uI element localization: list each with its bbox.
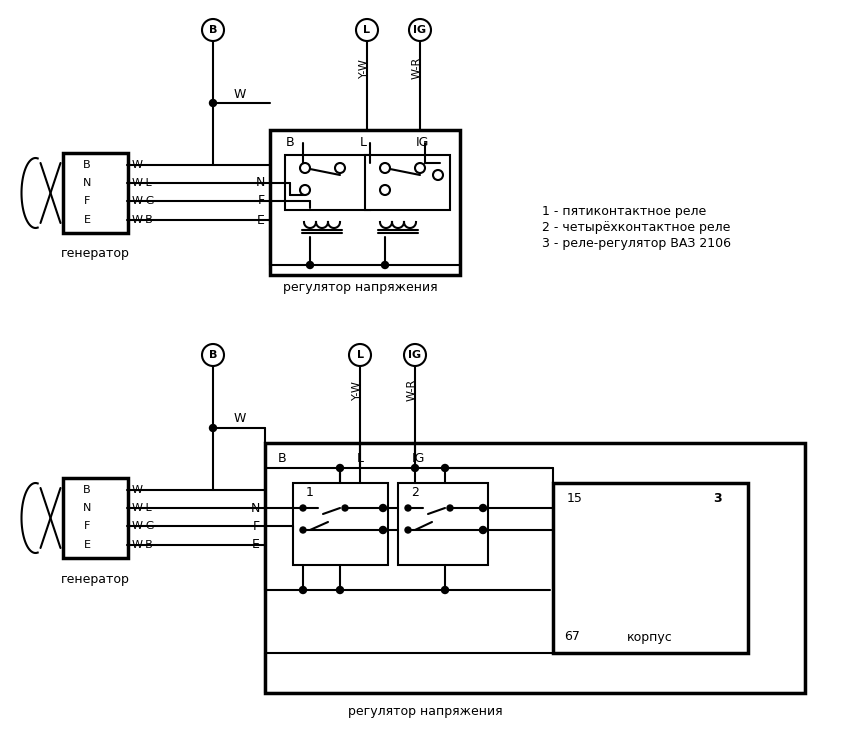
Text: L: L xyxy=(357,451,363,465)
Bar xyxy=(270,130,460,275)
Circle shape xyxy=(380,185,390,195)
Text: 3 - реле-регулятор ВАЗ 2106: 3 - реле-регулятор ВАЗ 2106 xyxy=(542,237,731,251)
Circle shape xyxy=(479,504,487,512)
Circle shape xyxy=(405,505,411,511)
Text: B: B xyxy=(83,485,91,495)
Circle shape xyxy=(433,170,443,180)
Circle shape xyxy=(405,527,411,533)
Circle shape xyxy=(442,465,448,471)
Text: N: N xyxy=(251,501,260,515)
Text: W: W xyxy=(132,160,143,170)
Text: W-R: W-R xyxy=(407,379,417,401)
Text: 1: 1 xyxy=(306,486,314,500)
Text: L: L xyxy=(363,25,370,35)
Bar xyxy=(553,483,748,653)
Text: L: L xyxy=(357,350,363,360)
Text: W-G: W-G xyxy=(132,521,156,531)
Circle shape xyxy=(300,185,310,195)
Text: 15: 15 xyxy=(567,492,583,504)
Bar xyxy=(365,155,450,210)
Text: F: F xyxy=(83,196,90,206)
Text: W-L: W-L xyxy=(132,178,152,188)
Text: W-B: W-B xyxy=(132,215,154,225)
Text: 2: 2 xyxy=(411,486,419,500)
Text: IG: IG xyxy=(411,451,425,465)
Text: B: B xyxy=(277,451,286,465)
Text: W-R: W-R xyxy=(412,57,422,79)
Circle shape xyxy=(300,163,310,173)
Bar xyxy=(265,443,805,693)
Circle shape xyxy=(380,504,386,512)
Circle shape xyxy=(300,586,306,594)
Text: B: B xyxy=(208,350,217,360)
Circle shape xyxy=(336,465,344,471)
Text: E: E xyxy=(252,539,260,551)
Circle shape xyxy=(300,527,306,533)
Circle shape xyxy=(415,163,425,173)
Text: 67: 67 xyxy=(564,630,580,644)
Circle shape xyxy=(412,465,419,471)
Bar xyxy=(62,153,128,233)
Text: IG: IG xyxy=(414,25,426,35)
Text: N: N xyxy=(83,503,91,513)
Circle shape xyxy=(209,99,216,107)
Text: IG: IG xyxy=(408,350,421,360)
Bar xyxy=(62,478,128,558)
Circle shape xyxy=(381,262,389,269)
Text: регулятор напряжения: регулятор напряжения xyxy=(283,281,437,295)
Text: W-G: W-G xyxy=(132,196,156,206)
Text: E: E xyxy=(257,213,265,227)
Text: 3: 3 xyxy=(714,492,722,504)
Text: W-L: W-L xyxy=(132,503,152,513)
Circle shape xyxy=(480,527,486,533)
Text: W: W xyxy=(234,413,246,425)
Text: Y-W: Y-W xyxy=(359,58,369,78)
Bar xyxy=(293,483,388,565)
Text: корпус: корпус xyxy=(627,630,673,644)
Text: регулятор напряжения: регулятор напряжения xyxy=(348,704,502,718)
Circle shape xyxy=(442,586,448,594)
Text: W: W xyxy=(234,87,246,101)
Text: генератор: генератор xyxy=(60,248,129,260)
Text: B: B xyxy=(286,137,294,149)
Bar xyxy=(398,483,488,565)
Text: N: N xyxy=(83,178,91,188)
Circle shape xyxy=(209,424,216,431)
Text: N: N xyxy=(255,177,265,189)
Text: F: F xyxy=(83,521,90,531)
Circle shape xyxy=(380,527,386,533)
Text: F: F xyxy=(253,519,260,533)
Circle shape xyxy=(336,586,344,594)
Circle shape xyxy=(447,505,453,511)
Circle shape xyxy=(479,527,487,533)
Text: W-B: W-B xyxy=(132,540,154,550)
Circle shape xyxy=(380,163,390,173)
Text: B: B xyxy=(83,160,91,170)
Text: IG: IG xyxy=(415,137,429,149)
Text: 2 - четырёхконтактное реле: 2 - четырёхконтактное реле xyxy=(542,222,730,234)
Circle shape xyxy=(342,505,348,511)
Circle shape xyxy=(306,262,313,269)
Text: E: E xyxy=(83,215,90,225)
Text: B: B xyxy=(208,25,217,35)
Text: F: F xyxy=(258,195,265,207)
Circle shape xyxy=(380,527,386,533)
Circle shape xyxy=(335,163,345,173)
Bar xyxy=(285,155,370,210)
Text: генератор: генератор xyxy=(60,572,129,586)
Text: E: E xyxy=(83,540,90,550)
Text: 1 - пятиконтактное реле: 1 - пятиконтактное реле xyxy=(542,205,706,219)
Text: L: L xyxy=(359,137,367,149)
Circle shape xyxy=(300,505,306,511)
Text: Y-W: Y-W xyxy=(352,380,362,400)
Text: W: W xyxy=(132,485,143,495)
